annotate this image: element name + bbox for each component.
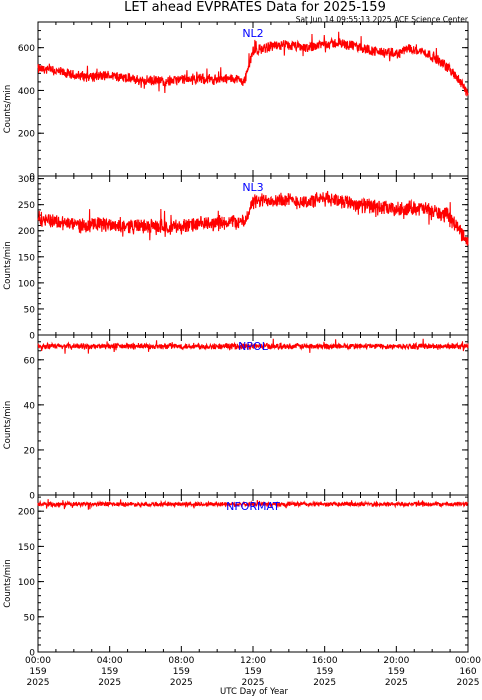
- x-tick-label-time: 12:00: [240, 656, 266, 666]
- y-tick-label: 200: [18, 227, 35, 237]
- panel-nl2: 0 200 400 600 Counts/min NL2: [3, 21, 469, 183]
- series-line-npol: [37, 338, 469, 354]
- y-tick-label: 150: [18, 253, 35, 263]
- y-axis-label: Counts/min: [3, 401, 13, 450]
- y-tick-label: 200: [18, 508, 35, 518]
- series-line-nformat: [37, 499, 469, 510]
- y-tick-label: 100: [18, 578, 35, 588]
- series-line-nl2: [37, 31, 469, 97]
- panel-nl3: 0 50 100 150 200 250 300 Counts/min NL3: [3, 175, 469, 342]
- x-tick-label-doy: 159: [101, 667, 118, 677]
- y-tick-label: 0: [29, 332, 35, 342]
- series-name-label: NL2: [242, 27, 263, 40]
- figure-title: LET ahead EVPRATES Data for 2025-159: [124, 0, 386, 15]
- panels-group: 0200400600Counts/minNL205010015020025030…: [3, 21, 469, 659]
- x-tick-label-year: 2025: [457, 678, 480, 688]
- series-name-label: NL3: [242, 181, 263, 194]
- timestamp-label: Sat Jun 14 09:55:13 2025 ACE Science Cen…: [296, 15, 469, 24]
- y-tick-label: 150: [18, 543, 35, 553]
- x-axis-labels: 00:00159202504:00159202508:00159202512:0…: [25, 656, 481, 688]
- x-tick-label-doy: 159: [29, 667, 46, 677]
- x-tick-label-time: 00:00: [455, 656, 481, 666]
- x-tick-label-year: 2025: [242, 678, 265, 688]
- panel-npol: 0 20 40 60 Counts/min NPOL: [3, 334, 469, 502]
- x-tick-label-doy: 159: [316, 667, 333, 677]
- y-tick-label: 0: [29, 492, 35, 502]
- x-tick-label-time: 04:00: [97, 656, 123, 666]
- x-tick-label-year: 2025: [27, 678, 50, 688]
- x-tick-label-time: 20:00: [383, 656, 409, 666]
- y-tick-label: 60: [24, 356, 36, 366]
- x-tick-label-doy: 160: [459, 667, 476, 677]
- y-tick-label: 0: [29, 173, 35, 183]
- y-tick-label: 300: [18, 175, 35, 185]
- panel-frame: [37, 334, 469, 496]
- x-tick-label-year: 2025: [385, 678, 408, 688]
- y-tick-label: 50: [24, 613, 36, 623]
- x-tick-label-time: 08:00: [168, 656, 194, 666]
- y-axis-label: Counts/min: [3, 241, 13, 290]
- y-tick-label: 250: [18, 201, 35, 211]
- y-tick-label: 20: [24, 446, 36, 456]
- y-tick-label: 40: [24, 401, 36, 411]
- x-tick-label-year: 2025: [313, 678, 336, 688]
- y-tick-label: 600: [18, 44, 35, 54]
- x-tick-label-doy: 159: [173, 667, 190, 677]
- x-tick-label-year: 2025: [98, 678, 121, 688]
- y-axis-label: Counts/min: [3, 559, 13, 608]
- series-line-nl3: [37, 190, 469, 246]
- series-name-label: NPOL: [238, 340, 269, 353]
- series-name-label: NFORMAT: [226, 500, 280, 513]
- panel-nformat: 0 50 100 150 200 Counts/min NFORMAT: [3, 494, 469, 659]
- y-tick-label: 50: [24, 305, 36, 315]
- x-tick-label-doy: 159: [388, 667, 405, 677]
- y-tick-label: 0: [29, 649, 35, 659]
- y-tick-label: 200: [18, 130, 35, 140]
- y-tick-label: 400: [18, 87, 35, 97]
- y-tick-label: 100: [18, 279, 35, 289]
- panel-frame: [37, 21, 469, 177]
- panel-frame: [37, 494, 469, 653]
- x-tick-label-time: 00:00: [25, 656, 51, 666]
- y-axis-label: Counts/min: [3, 85, 13, 134]
- x-tick-label-doy: 159: [244, 667, 261, 677]
- x-tick-label-year: 2025: [170, 678, 193, 688]
- x-axis-title: UTC Day of Year: [220, 687, 288, 697]
- x-tick-label-time: 16:00: [312, 656, 338, 666]
